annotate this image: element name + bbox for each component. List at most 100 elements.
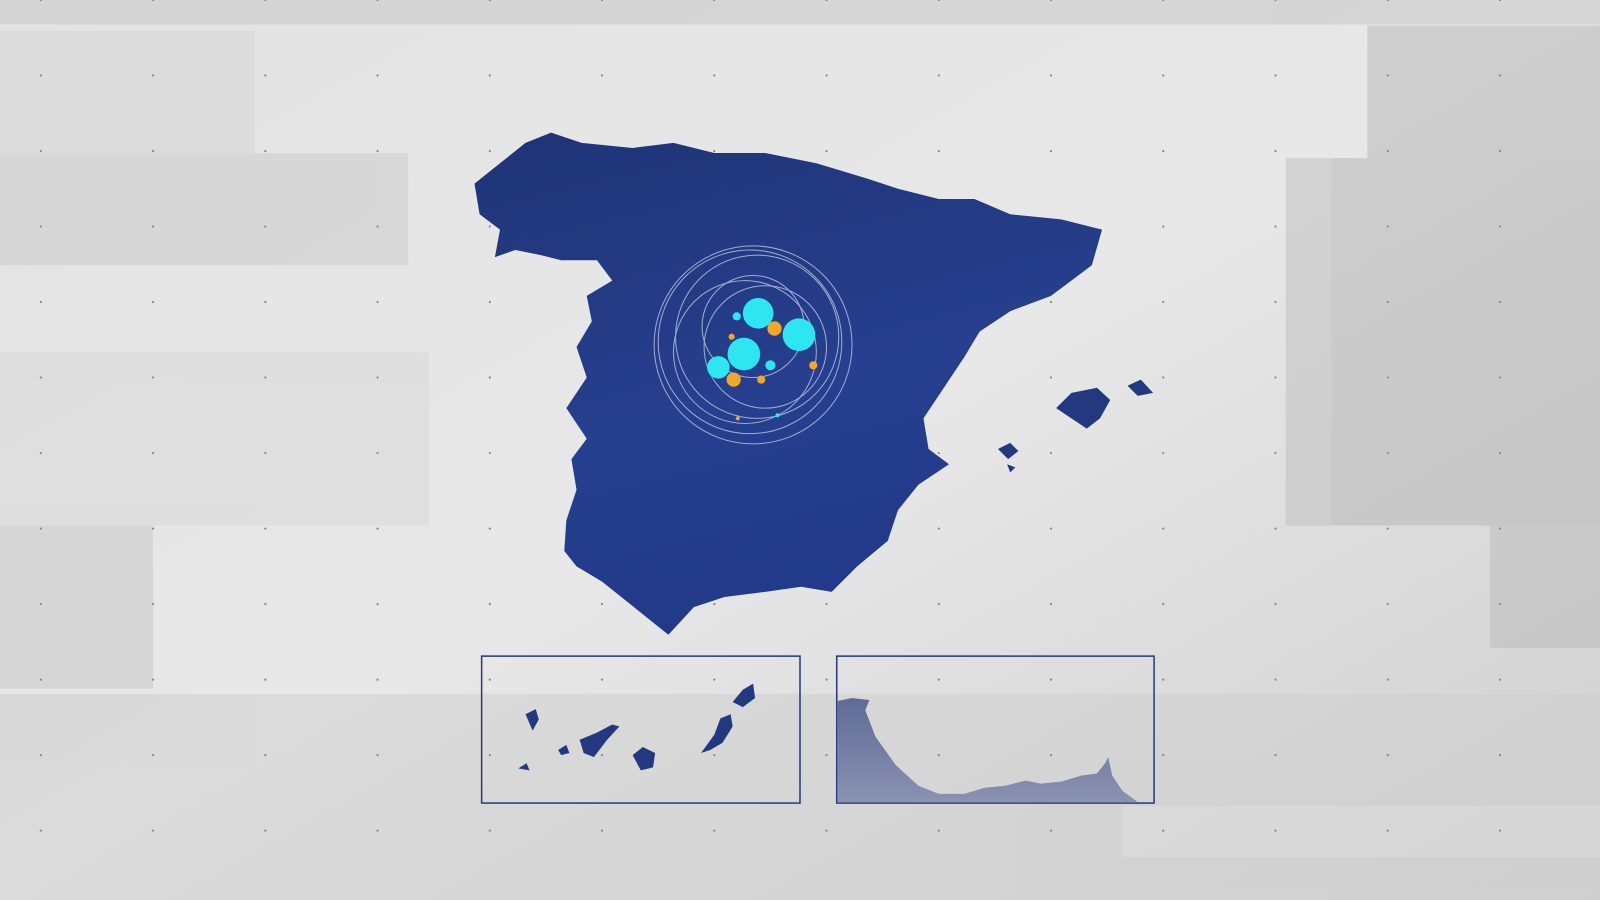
- grid-dot: [488, 376, 491, 379]
- grid-dot: [825, 74, 828, 77]
- grid-dot: [1162, 376, 1165, 379]
- grid-dot: [600, 678, 604, 681]
- grid-dot: [1274, 829, 1277, 832]
- grid-dot: [1498, 225, 1502, 228]
- grid-dot: [1162, 829, 1165, 832]
- grid-dot: [825, 0, 828, 2]
- grid-dot: [1386, 376, 1389, 379]
- spain-mainland: [474, 132, 1103, 635]
- grid-dot: [488, 602, 491, 606]
- grid-dot: [488, 527, 491, 530]
- grid-dot: [1498, 678, 1502, 681]
- grid-dot: [39, 0, 42, 2]
- grid-dot: [1386, 527, 1389, 530]
- grid-dot: [713, 602, 716, 606]
- grid-dot: [376, 225, 379, 228]
- grid-dot: [264, 527, 267, 530]
- grid-dot: [264, 376, 267, 379]
- grid-dot: [1274, 527, 1277, 530]
- grid-dot: [1049, 0, 1053, 2]
- grid-dot: [1274, 149, 1277, 153]
- grid-dot: [39, 300, 42, 304]
- grid-dot: [825, 678, 828, 681]
- grid-dot: [1386, 829, 1389, 832]
- grid-dot: [39, 451, 42, 455]
- grid-dot: [1274, 225, 1277, 228]
- grid-dot: [39, 753, 42, 757]
- grid-dot: [1162, 0, 1165, 2]
- grid-dot: [937, 527, 940, 530]
- grid-dot: [1162, 74, 1165, 77]
- grid-dot: [1162, 527, 1165, 530]
- grid-dot: [488, 149, 491, 153]
- grid-dot: [937, 753, 940, 757]
- ceuta-melilla-inset: [835, 655, 1155, 804]
- grid-dot: [600, 602, 604, 606]
- grid-dot: [376, 451, 379, 455]
- grid-dot: [937, 602, 940, 606]
- grid-dot: [376, 753, 379, 757]
- grid-dot: [488, 451, 491, 455]
- grid-dot: [376, 678, 379, 681]
- grid-dot: [264, 829, 267, 832]
- grid-dot: [1274, 74, 1277, 77]
- grid-dot: [1274, 451, 1277, 455]
- grid-dot: [937, 149, 940, 153]
- grid-dot: [1386, 225, 1389, 228]
- grid-dot: [488, 753, 491, 757]
- grid-dot: [151, 376, 155, 379]
- grid-dot: [713, 0, 716, 2]
- grid-dot: [1498, 602, 1502, 606]
- grid-dot: [1386, 74, 1389, 77]
- grid-dot: [825, 149, 828, 153]
- grid-dot: [264, 678, 267, 681]
- grid-dot: [937, 829, 940, 832]
- grid-dot: [713, 829, 716, 832]
- grid-dot: [713, 149, 716, 153]
- grid-dot: [1049, 829, 1053, 832]
- grid-dot: [376, 829, 379, 832]
- grid-dot: [151, 678, 155, 681]
- grid-dot: [1386, 149, 1389, 153]
- grid-dot: [1498, 149, 1502, 153]
- grid-dot: [1498, 300, 1502, 304]
- grid-dot: [1274, 376, 1277, 379]
- grid-dot: [39, 602, 42, 606]
- grid-dot: [264, 225, 267, 228]
- grid-dot: [600, 0, 604, 2]
- grid-dot: [1049, 527, 1053, 530]
- grid-dot: [39, 678, 42, 681]
- grid-dot: [1162, 300, 1165, 304]
- grid-dot: [264, 300, 267, 304]
- grid-dot: [151, 0, 155, 2]
- grid-dot: [376, 149, 379, 153]
- grid-dot: [151, 149, 155, 153]
- grid-dot: [376, 74, 379, 77]
- grid-dot: [825, 829, 828, 832]
- grid-dot: [1049, 753, 1053, 757]
- grid-dot: [264, 602, 267, 606]
- grid-dot: [1162, 602, 1165, 606]
- grid-dot: [264, 149, 267, 153]
- grid-dot: [1049, 376, 1053, 379]
- grid-dot: [488, 300, 491, 304]
- grid-dot: [1386, 678, 1389, 681]
- grid-dot: [1386, 0, 1389, 2]
- grid-dot: [1162, 451, 1165, 455]
- grid-dot: [600, 74, 604, 77]
- grid-dot: [937, 0, 940, 2]
- grid-dot: [1498, 74, 1502, 77]
- grid-dot: [151, 225, 155, 228]
- canary-islands-inset: [480, 655, 801, 804]
- grid-dot: [1498, 753, 1502, 757]
- grid-dot: [376, 602, 379, 606]
- grid-dot: [1162, 678, 1165, 681]
- grid-dot: [376, 376, 379, 379]
- grid-dot: [1274, 0, 1277, 2]
- grid-dot: [1162, 225, 1165, 228]
- grid-dot: [39, 225, 42, 228]
- grid-dot: [937, 74, 940, 77]
